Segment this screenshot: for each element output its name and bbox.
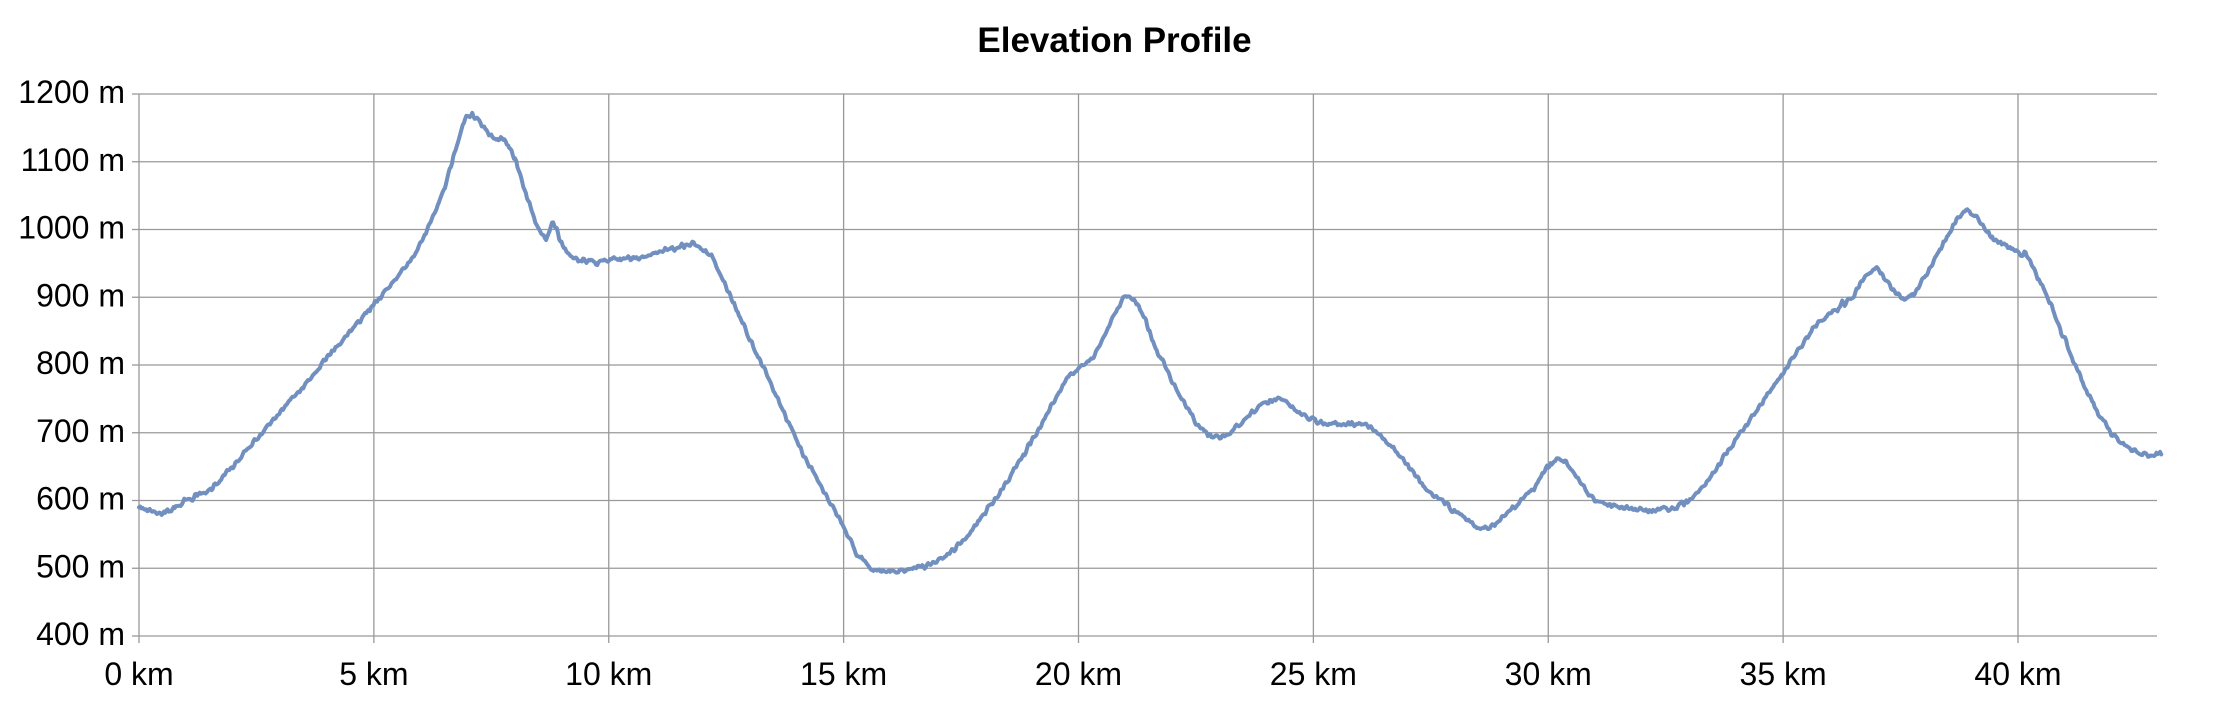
svg-text:1100 m: 1100 m	[21, 142, 125, 178]
svg-text:0 km: 0 km	[104, 656, 173, 692]
svg-text:35 km: 35 km	[1740, 656, 1827, 692]
svg-text:40 km: 40 km	[1974, 656, 2061, 692]
svg-text:900 m: 900 m	[36, 277, 125, 313]
svg-text:1200 m: 1200 m	[18, 74, 125, 110]
svg-text:10 km: 10 km	[565, 656, 652, 692]
svg-text:500 m: 500 m	[36, 548, 125, 584]
svg-text:30 km: 30 km	[1505, 656, 1592, 692]
svg-text:25 km: 25 km	[1270, 656, 1357, 692]
svg-text:700 m: 700 m	[36, 413, 125, 449]
svg-text:5 km: 5 km	[339, 656, 408, 692]
svg-text:20 km: 20 km	[1035, 656, 1122, 692]
svg-text:1000 m: 1000 m	[18, 210, 125, 246]
svg-text:800 m: 800 m	[36, 345, 125, 381]
svg-text:15 km: 15 km	[800, 656, 887, 692]
svg-text:600 m: 600 m	[36, 481, 125, 517]
svg-text:400 m: 400 m	[36, 616, 125, 652]
